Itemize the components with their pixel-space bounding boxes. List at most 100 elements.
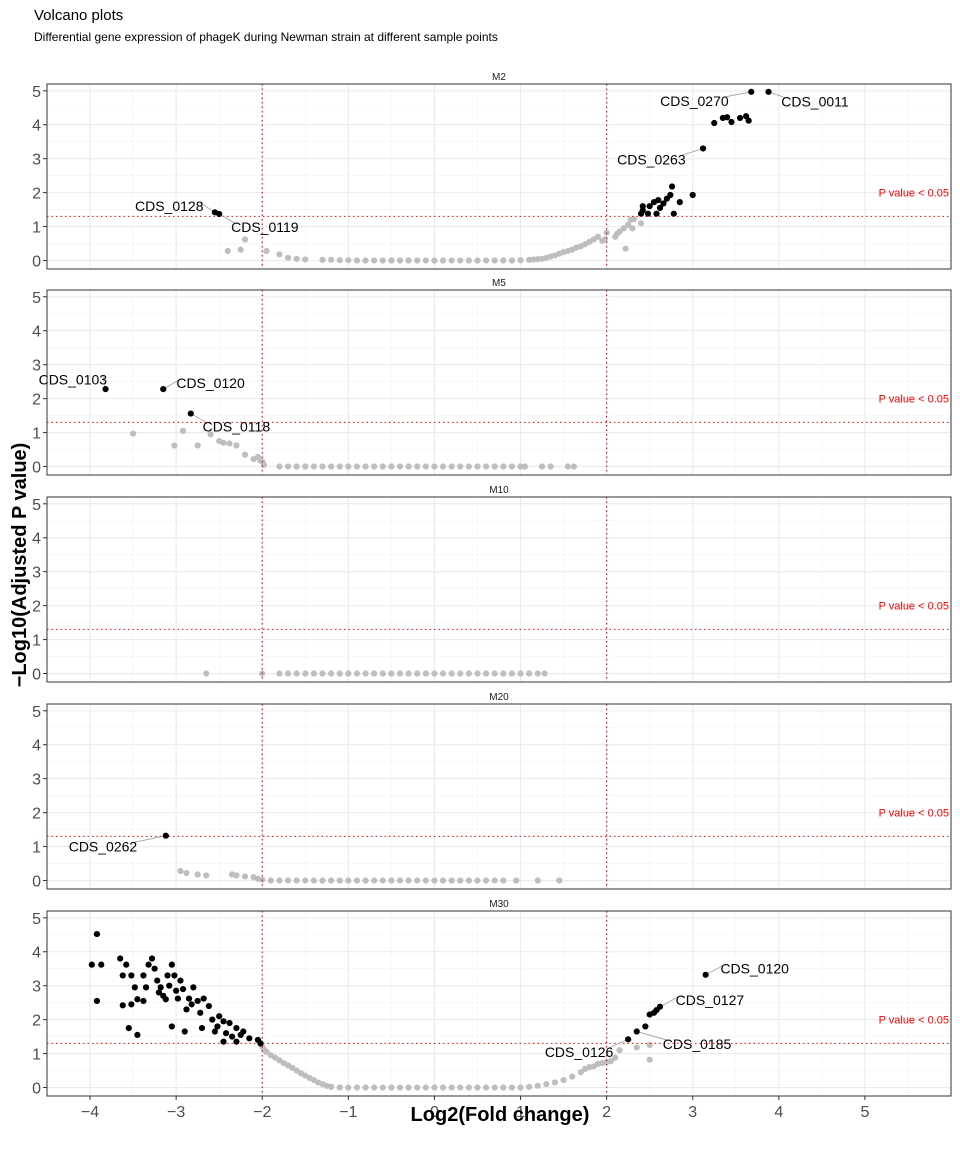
- x-tick-label: −4: [81, 1104, 99, 1121]
- point-not-significant: [328, 1083, 335, 1090]
- facet-panel-m20: M20 0 1 2 3 4 5 P value < 0.05 CDS_0262: [32, 692, 952, 891]
- y-axis-title: −Log10(Adjusted P value): [9, 443, 31, 688]
- gene-label-connector: [163, 378, 181, 390]
- point-not-significant: [302, 670, 309, 677]
- point-not-significant: [414, 463, 421, 470]
- point-significant: [668, 183, 676, 190]
- point-not-significant: [482, 257, 490, 264]
- point-not-significant: [422, 257, 429, 264]
- y-tick-label: 4: [32, 118, 41, 135]
- point-not-significant: [482, 670, 490, 677]
- point-significant: [140, 972, 147, 979]
- point-not-significant: [345, 670, 352, 677]
- x-tick-label: 2: [602, 1104, 611, 1121]
- y-tick-label: 1: [32, 426, 41, 443]
- point-not-significant: [405, 877, 412, 884]
- y-tick-label: 3: [32, 152, 41, 169]
- point-significant: [765, 88, 772, 95]
- point-significant: [646, 1011, 653, 1018]
- point-not-significant: [183, 869, 190, 877]
- gene-label: CDS_0119: [231, 219, 299, 235]
- figure-subtitle: Differential gene expression of phageK d…: [34, 30, 498, 44]
- point-not-significant: [616, 1047, 623, 1054]
- point-not-significant: [607, 1057, 615, 1065]
- point-not-significant: [171, 442, 178, 449]
- point-not-significant: [500, 1084, 507, 1091]
- point-significant: [736, 114, 744, 122]
- point-significant: [233, 1025, 240, 1032]
- point-not-significant: [194, 871, 201, 878]
- x-tick-label: −2: [253, 1104, 271, 1121]
- point-not-significant: [362, 463, 369, 470]
- point-not-significant: [431, 670, 438, 677]
- point-not-significant: [293, 463, 300, 470]
- point-not-significant: [474, 670, 481, 677]
- y-tick-label: 0: [32, 254, 41, 271]
- point-significant: [168, 1023, 175, 1030]
- y-tick-label: 2: [32, 599, 41, 616]
- point-significant: [171, 972, 178, 979]
- point-not-significant: [482, 877, 490, 884]
- point-not-significant: [474, 877, 481, 884]
- gene-label: CDS_0118: [203, 418, 271, 434]
- point-not-significant: [328, 463, 335, 470]
- point-significant: [656, 204, 664, 211]
- point-not-significant: [551, 1079, 559, 1086]
- gene-label-connector: [705, 964, 725, 976]
- point-not-significant: [500, 670, 507, 677]
- point-significant: [128, 1001, 135, 1008]
- point-not-significant: [336, 1084, 343, 1091]
- point-not-significant: [371, 877, 378, 884]
- point-not-significant: [491, 1084, 498, 1091]
- point-not-significant: [534, 670, 541, 677]
- point-not-significant: [517, 1084, 524, 1091]
- point-not-significant: [267, 877, 274, 884]
- point-significant: [233, 1038, 240, 1045]
- point-significant: [200, 995, 207, 1002]
- point-not-significant: [508, 670, 516, 677]
- point-not-significant: [547, 463, 554, 470]
- gene-label: CDS_0270: [660, 93, 729, 109]
- point-not-significant: [474, 463, 481, 470]
- point-not-significant: [534, 1082, 541, 1089]
- point-not-significant: [319, 877, 326, 884]
- point-not-significant: [328, 670, 335, 677]
- point-significant: [151, 965, 158, 972]
- point-significant: [134, 996, 141, 1003]
- gene-label: CDS_0185: [663, 1036, 732, 1052]
- y-tick-label: 0: [32, 460, 41, 477]
- facet-panel-m2: M2 0 1 2 3 4 5 P value < 0.05 CDS_0270 CDS_0011 CD…: [32, 72, 952, 271]
- point-not-significant: [396, 670, 404, 677]
- point-not-significant: [625, 221, 632, 228]
- facet-strip-label: M30: [489, 899, 509, 910]
- panel-border: [46, 83, 952, 270]
- y-tick-label: 0: [32, 874, 41, 891]
- gene-label: CDS_0120: [176, 375, 245, 391]
- facet-panel-m10: M10 0 1 2 3 4 5 P value < 0.05: [32, 485, 952, 684]
- threshold-annotation: P value < 0.05: [879, 808, 949, 820]
- point-not-significant: [633, 1044, 640, 1051]
- gene-label: CDS_0126: [545, 1044, 614, 1060]
- gene-label: CDS_0011: [781, 94, 849, 110]
- point-not-significant: [508, 463, 516, 470]
- point-not-significant: [276, 877, 283, 884]
- point-significant: [246, 1035, 253, 1042]
- point-not-significant: [513, 877, 520, 884]
- y-tick-label: 5: [32, 911, 41, 928]
- point-not-significant: [379, 1084, 386, 1091]
- point-significant: [660, 200, 667, 207]
- point-not-significant: [564, 463, 571, 470]
- y-tick-label: 5: [32, 290, 41, 307]
- point-not-significant: [465, 670, 472, 677]
- point-not-significant: [637, 220, 645, 227]
- facet-strip-label: M20: [489, 692, 509, 703]
- point-significant: [670, 210, 677, 217]
- point-not-significant: [570, 463, 578, 470]
- y-tick-label: 1: [32, 840, 41, 857]
- point-not-significant: [284, 254, 292, 261]
- panel-border: [46, 910, 952, 1097]
- point-significant: [185, 995, 193, 1002]
- point-not-significant: [310, 670, 317, 677]
- point-not-significant: [310, 463, 317, 470]
- panel-border: [46, 289, 952, 476]
